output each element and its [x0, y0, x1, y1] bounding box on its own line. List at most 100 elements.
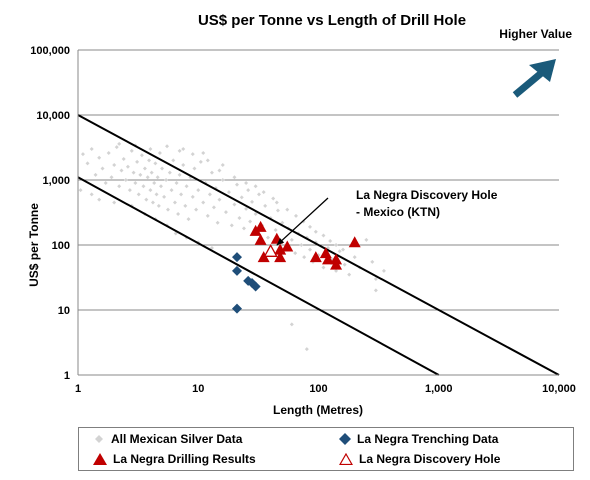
mexican-data-point [154, 192, 159, 197]
mexican-data-point [172, 200, 177, 205]
mexican-data-point [364, 237, 369, 242]
mexican-data-point [246, 188, 251, 193]
mexican-data-point [201, 200, 206, 205]
mexican-data-point [223, 210, 228, 215]
legend-marker-open-triangle [339, 453, 353, 465]
mexican-data-point [205, 213, 210, 218]
drilling-point [281, 240, 294, 252]
x-axis-title: Length (Metres) [273, 403, 363, 417]
annotation-pointer [276, 197, 329, 246]
mexican-data-point [109, 175, 114, 180]
mexican-data-point [136, 192, 141, 197]
mexican-data-point [190, 152, 195, 157]
mexican-data-point [156, 203, 161, 208]
y-tick-label: 10 [58, 305, 70, 317]
annotation-arrowhead [276, 238, 285, 246]
mexican-data-point [144, 197, 149, 202]
mexican-data-point [138, 172, 143, 177]
mexican-data-point [334, 243, 339, 247]
drilling-point [319, 247, 332, 259]
mexican-data-point [167, 170, 172, 175]
trenching-point [231, 252, 242, 263]
discovery-point [263, 243, 278, 257]
y-tick-label: 100 [52, 240, 70, 252]
legend-item-mexican: All Mexican Silver Data [93, 432, 242, 446]
mexican-data-point [145, 175, 150, 180]
drilling-point [254, 220, 267, 232]
x-tick-label: 1,000 [425, 383, 453, 395]
mexican-data-point [304, 347, 309, 352]
mexican-data-point [184, 184, 189, 189]
legend-label-trenching: La Negra Trenching Data [357, 432, 499, 446]
mexican-data-point [179, 192, 184, 197]
mexican-data-point [321, 233, 326, 238]
mexican-data-point [89, 146, 94, 151]
mexican-data-point [150, 200, 155, 205]
mexican-data-point [125, 164, 130, 169]
mexican-data-point [289, 237, 294, 242]
mexican-data-point [308, 247, 313, 252]
x-tick-label: 10,000 [542, 383, 576, 395]
y-tick-label: 100,000 [30, 45, 70, 57]
drilling-point [348, 236, 361, 248]
mexican-data-point [352, 255, 357, 260]
mexican-data-point [89, 192, 94, 197]
mexican-data-point [169, 188, 174, 193]
mexican-data-point [337, 249, 342, 254]
mexican-data-point [117, 141, 122, 146]
reference-line [77, 114, 560, 376]
mexican-data-point [217, 197, 222, 202]
mexican-data-point [100, 166, 105, 171]
mexican-data-point [135, 159, 140, 164]
legend-item-drilling: La Negra Drilling Results [93, 452, 256, 466]
mexican-data-point [112, 200, 117, 205]
mexican-data-point [177, 148, 182, 153]
reference-line [77, 176, 440, 376]
higher-value-label: Higher Value [499, 27, 572, 41]
annotation-line-1: La Negra Discovery Hole [356, 188, 498, 202]
mexican-data-point [299, 243, 304, 247]
trenching-point [250, 281, 261, 292]
mexican-data-point [201, 151, 206, 156]
mexican-data-point [78, 188, 83, 193]
legend-item-discovery: La Negra Discovery Hole [339, 452, 500, 466]
mexican-data-point [232, 202, 237, 207]
mexican-data-point [273, 228, 278, 233]
mexican-data-point [275, 208, 280, 213]
mexican-data-point [153, 161, 158, 166]
mexican-data-point [215, 220, 220, 225]
mexican-data-point [253, 184, 258, 189]
mexican-data-point [149, 170, 154, 175]
legend-label-mexican: All Mexican Silver Data [111, 432, 243, 446]
mexican-data-point [209, 170, 214, 175]
y-tick-label: 1 [64, 370, 70, 382]
drilling-point [322, 253, 335, 265]
mexican-data-point [241, 226, 246, 231]
mexican-data-point [164, 178, 169, 182]
mexican-data-point [302, 255, 307, 260]
mexican-data-point [190, 194, 195, 199]
mexican-data-point [165, 144, 170, 149]
mexican-data-point [229, 223, 234, 228]
arrow-up-right-icon [512, 59, 556, 98]
legend-item-trenching: La Negra Trenching Data [339, 432, 498, 446]
mexican-data-point [274, 200, 279, 205]
mexican-data-point [198, 159, 203, 164]
mexican-data-point [106, 151, 111, 156]
mexican-data-point [265, 235, 270, 240]
mexican-data-point [176, 211, 181, 216]
drilling-point [274, 243, 287, 255]
mexican-data-point [148, 146, 153, 151]
mexican-data-point [253, 211, 258, 216]
x-tick-label: 100 [309, 383, 327, 395]
mexican-data-point [313, 229, 318, 234]
mexican-data-point [196, 188, 201, 193]
mexican-data-point [123, 178, 128, 182]
mexican-data-point [294, 213, 299, 218]
tick-labels: 1 10 100 1,000 10,000 100,000 1 10 100 1,000 10,00… [30, 45, 576, 395]
mexican-data-point [133, 180, 138, 185]
mexican-data-point [119, 168, 124, 173]
mexican-data-point [234, 182, 239, 187]
drilling-point [254, 233, 267, 245]
